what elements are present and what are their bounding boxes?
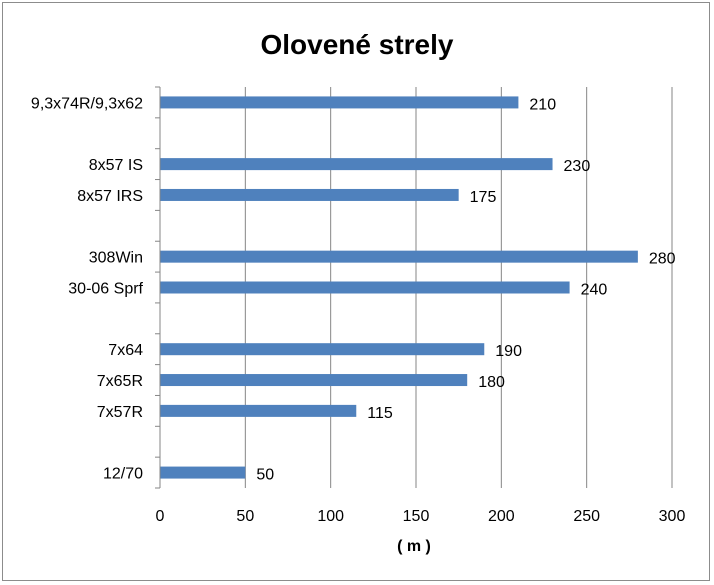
- bar: [160, 96, 519, 109]
- data-label: 180: [478, 374, 505, 391]
- bar: [160, 343, 485, 356]
- data-label: 50: [256, 467, 274, 484]
- category-label: 7x64: [108, 342, 143, 359]
- bar: [160, 188, 459, 201]
- category-labels: 9,3x74R/9,3x62 8x57 IS 8x57 IRS 308Win 30-06…: [31, 95, 144, 482]
- data-label: 240: [581, 282, 608, 299]
- bar: [160, 404, 357, 417]
- category-label: 7x57R: [97, 404, 143, 421]
- data-label: 175: [470, 189, 497, 206]
- x-tick-label: 50: [236, 508, 254, 525]
- x-tick-label: 0: [156, 508, 165, 525]
- x-tick-label: 150: [403, 508, 430, 525]
- data-label: 210: [529, 96, 556, 113]
- x-tick-label: 300: [659, 508, 686, 525]
- category-label: 9,3x74R/9,3x62: [31, 95, 143, 112]
- x-tick-label: 100: [317, 508, 344, 525]
- bar: [160, 158, 553, 171]
- category-label: 8x57 IRS: [77, 188, 143, 205]
- x-tick-labels: 0 50 100 150 200 250 300: [156, 508, 686, 525]
- category-label: 7x65R: [97, 373, 143, 390]
- category-label: 30-06 Sprf: [68, 281, 143, 298]
- bar: [160, 250, 638, 263]
- category-label: 308Win: [89, 250, 143, 267]
- category-label: 12/70: [103, 466, 143, 483]
- x-tick-label: 200: [488, 508, 515, 525]
- x-axis-label: ( m ): [397, 538, 431, 555]
- category-label: 8x57 IS: [89, 157, 143, 174]
- gridlines: [155, 86, 673, 489]
- bars: [160, 96, 638, 479]
- data-label: 280: [649, 251, 676, 268]
- data-label: 190: [495, 343, 522, 360]
- x-tick-label: 250: [573, 508, 600, 525]
- chart-title: Olovené strely: [261, 29, 454, 60]
- data-labels: 210 230 175 280 240 190 180 115 50: [256, 96, 675, 483]
- bar: [160, 281, 570, 294]
- bar: [160, 466, 246, 479]
- data-label: 115: [367, 405, 393, 422]
- data-label: 230: [564, 158, 591, 175]
- bar: [160, 374, 468, 387]
